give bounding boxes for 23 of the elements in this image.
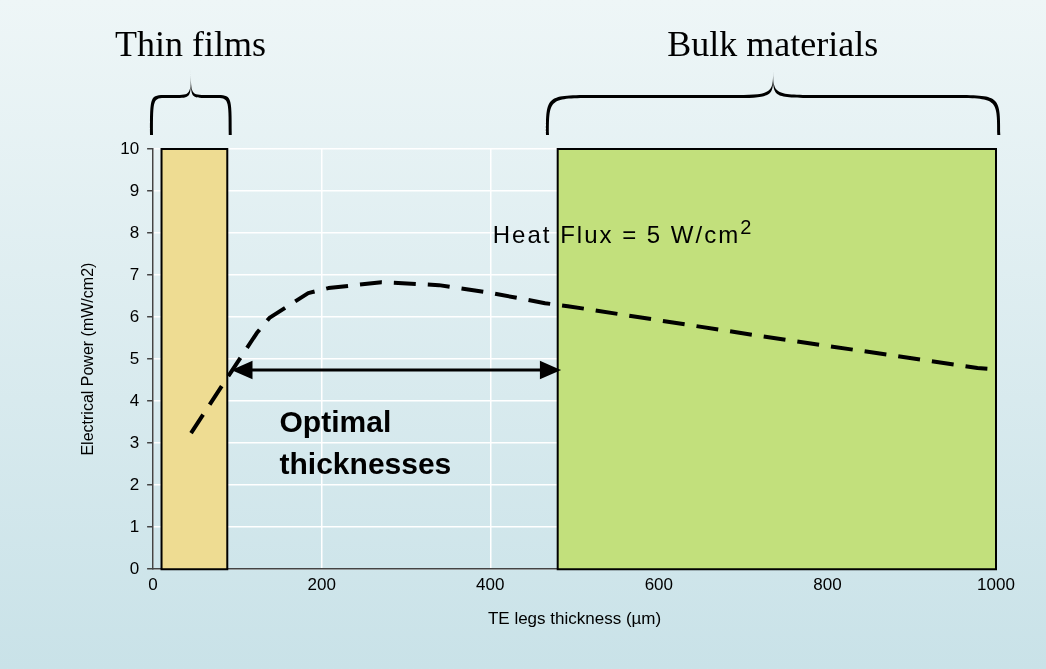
y-axis-title: Electrical Power (mW/cm2) — [79, 262, 97, 456]
x-tick-label: 1000 — [977, 575, 1015, 595]
y-tick-label: 9 — [129, 180, 140, 200]
x-tick-label: 200 — [307, 575, 336, 595]
band-label: Thin films — [114, 23, 266, 65]
x-tick-label: 400 — [476, 575, 505, 595]
x-tick-label: 0 — [148, 575, 158, 595]
y-tick-label: 6 — [129, 306, 140, 326]
x-tick-label: 600 — [644, 575, 674, 595]
y-tick-label: 1 — [129, 516, 140, 536]
y-tick-label: 0 — [129, 558, 140, 578]
annotation: Heat Flux = 5 W/cm$^{2}$ — [492, 216, 754, 250]
x-tick-label: 800 — [813, 575, 842, 595]
y-tick-label: 3 — [129, 432, 140, 452]
y-tick-label: 10 — [120, 138, 140, 158]
y-tick-label: 7 — [129, 264, 140, 284]
y-tick-label: 8 — [129, 222, 140, 242]
band-label: Bulk materials — [667, 23, 879, 65]
y-tick-label: 4 — [129, 390, 140, 410]
x-axis-title: TE legs thickness (µm) — [487, 609, 662, 629]
y-tick-label: 2 — [129, 474, 140, 494]
annotation: Optimal thicknesses — [279, 404, 453, 483]
y-tick-label: 5 — [129, 348, 140, 368]
